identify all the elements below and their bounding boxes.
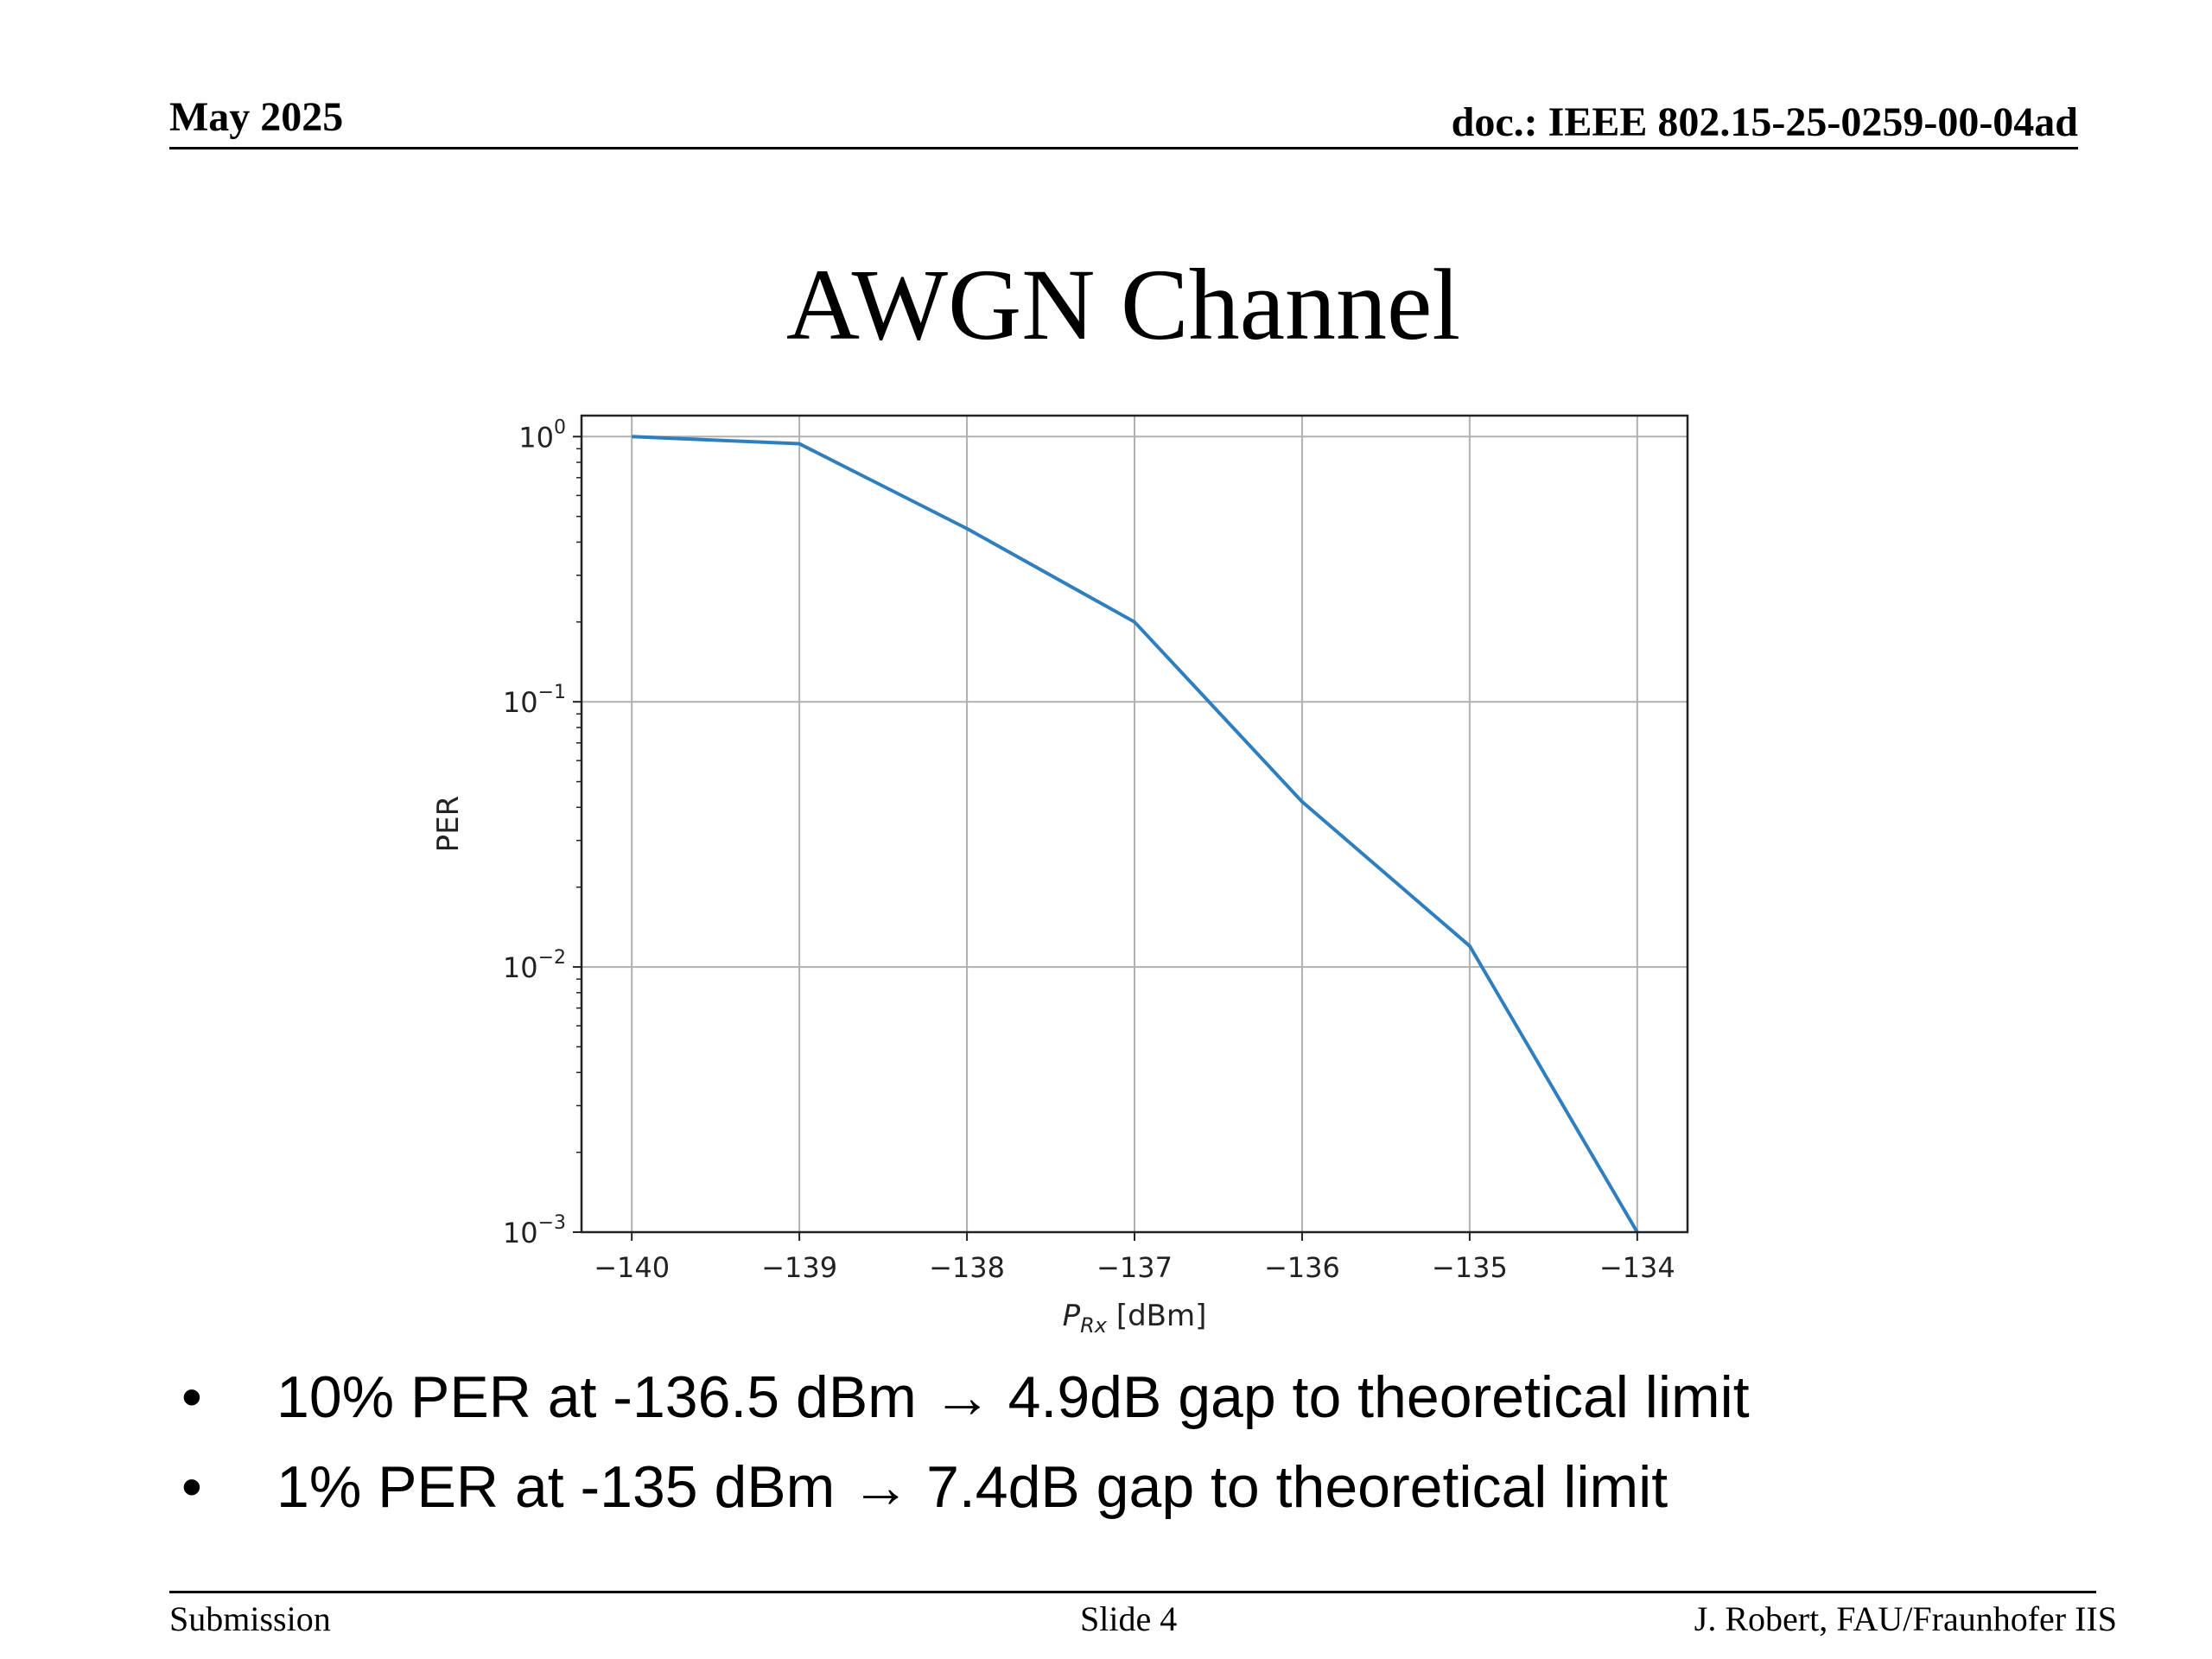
bullet-item: • 1% PER at -135 dBm → 7.4dB gap to theor… — [181, 1442, 1750, 1532]
bullet-marker: • — [181, 1454, 202, 1520]
header-doc-id: doc.: IEEE 802.15-25-0259-00-04ad — [1451, 99, 2078, 145]
x-tick-label: −134 — [1599, 1251, 1675, 1284]
y-tick-labels: 100 10−1 10−2 10−3 — [503, 416, 566, 1249]
y-axis-label: PER — [431, 796, 466, 853]
x-tick-label: −137 — [1096, 1251, 1173, 1284]
plot-frame — [580, 414, 1689, 1234]
x-tick-label: −139 — [761, 1251, 837, 1284]
footer-rule — [169, 1591, 2096, 1593]
y-tick-label: 10−1 — [503, 682, 566, 719]
bullet-text: 1% PER at -135 dBm → 7.4dB gap to theore… — [276, 1454, 1669, 1520]
footer-submission: Submission — [169, 1599, 331, 1638]
series-layer — [632, 435, 1639, 1234]
x-tick-label: −138 — [929, 1251, 1005, 1284]
x-tick-labels: −140 −139 −138 −137 −136 −135 −134 — [594, 1251, 1675, 1284]
major-ticks — [573, 435, 1638, 1241]
x-axis-label: PRx [dBm] — [1063, 1299, 1207, 1338]
bullet-item: • 10% PER at -136.5 dBm → 4.9dB gap to th… — [181, 1352, 1750, 1442]
chart-grid — [582, 416, 1688, 1233]
header-rule — [169, 147, 2078, 149]
x-axis-label-unit: [dBm] — [1107, 1299, 1206, 1333]
bullet-text: 10% PER at -136.5 dBm → 4.9dB gap to the… — [276, 1364, 1750, 1430]
bullet-list: • 10% PER at -136.5 dBm → 4.9dB gap to th… — [181, 1352, 1750, 1532]
header-date: May 2025 — [169, 94, 344, 140]
per-chart: −140 −139 −138 −137 −136 −135 −134 100 10−1 10−2… — [431, 414, 1689, 1338]
footer-slide-number: Slide 4 — [1080, 1599, 1178, 1638]
x-tick-label: −140 — [594, 1251, 670, 1284]
y-tick-label: 10−3 — [503, 1212, 566, 1249]
x-tick-label: −136 — [1264, 1251, 1340, 1284]
x-axis-label-main: P — [1063, 1299, 1081, 1333]
y-tick-label: 100 — [518, 416, 566, 454]
per-series-line — [632, 435, 1639, 1234]
x-axis-label-sub: Rx — [1080, 1313, 1108, 1338]
footer-author: J. Robert, FAU/Fraunhofer IIS — [1694, 1599, 2117, 1638]
y-tick-label: 10−2 — [503, 947, 566, 984]
x-tick-label: −135 — [1432, 1251, 1508, 1284]
slide-title: AWGN Channel — [785, 248, 1461, 361]
bullet-marker: • — [181, 1364, 202, 1430]
